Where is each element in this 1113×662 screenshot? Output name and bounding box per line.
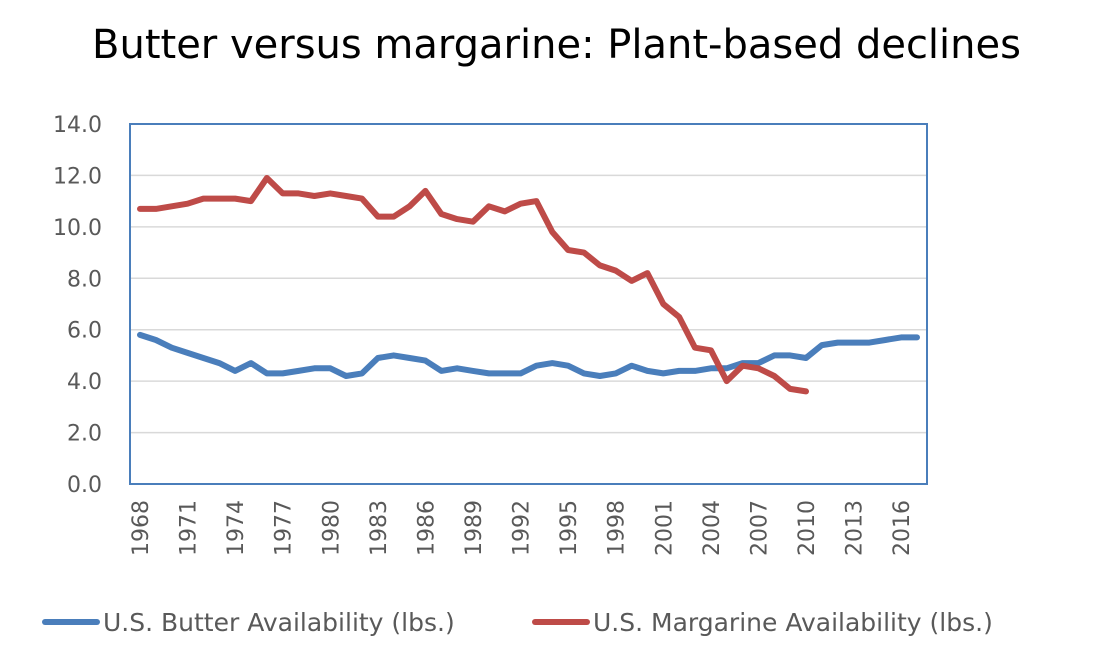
y-tick-label: 6.0 bbox=[67, 319, 102, 344]
legend-label: U.S. Margarine Availability (lbs.) bbox=[593, 608, 993, 637]
series-line-0 bbox=[137, 331, 920, 379]
x-tick-label: 2007 bbox=[747, 500, 772, 556]
x-tick-label: 1983 bbox=[367, 500, 392, 556]
x-tick-label: 2010 bbox=[795, 500, 820, 556]
x-tick-label: 1995 bbox=[557, 500, 582, 556]
x-tick-label: 2016 bbox=[890, 500, 915, 556]
x-tick-label: 2001 bbox=[652, 500, 677, 556]
x-tick-label: 1971 bbox=[177, 500, 202, 556]
x-tick-label: 2004 bbox=[700, 500, 725, 556]
y-tick-label: 10.0 bbox=[53, 216, 102, 241]
x-tick-label: 1986 bbox=[414, 500, 439, 556]
y-tick-label: 14.0 bbox=[53, 113, 102, 138]
x-tick-label: 1968 bbox=[129, 500, 154, 556]
y-tick-label: 4.0 bbox=[67, 370, 102, 395]
x-tick-label: 1974 bbox=[224, 500, 249, 556]
x-tick-label: 1998 bbox=[605, 500, 630, 556]
chart-title: Butter versus margarine: Plant-based dec… bbox=[92, 22, 1021, 68]
y-tick-label: 8.0 bbox=[67, 267, 102, 292]
x-tick-label: 2013 bbox=[843, 500, 868, 556]
y-tick-label: 0.0 bbox=[67, 473, 102, 498]
x-tick-label: 1992 bbox=[510, 500, 535, 556]
legend-label: U.S. Butter Availability (lbs.) bbox=[103, 608, 455, 637]
x-tick-label: 1980 bbox=[319, 500, 344, 556]
plot-area-border bbox=[129, 123, 928, 485]
y-tick-label: 2.0 bbox=[67, 422, 102, 447]
x-tick-label: 1989 bbox=[462, 500, 487, 556]
series-line-1 bbox=[137, 175, 809, 395]
x-tick-label: 1977 bbox=[272, 500, 297, 556]
y-tick-label: 12.0 bbox=[53, 164, 102, 189]
